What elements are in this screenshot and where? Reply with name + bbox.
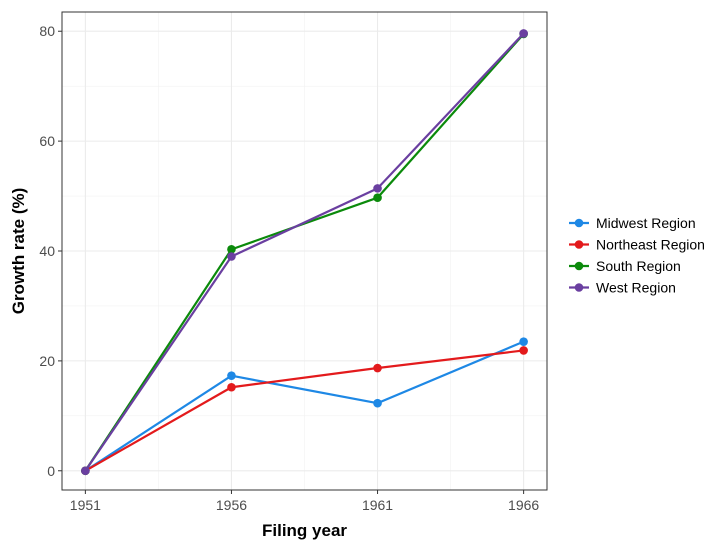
series-line-west-region bbox=[84, 32, 525, 472]
axes: 0 20 40 60 80 1951 1956 1961 1966 bbox=[39, 23, 539, 513]
data-point bbox=[519, 337, 528, 346]
legend-item-south-region: South Region bbox=[569, 258, 681, 274]
data-point bbox=[373, 193, 382, 203]
grid bbox=[62, 12, 547, 490]
y-tick-label: 60 bbox=[39, 133, 55, 149]
data-point bbox=[519, 29, 528, 38]
series-midwest-region bbox=[81, 337, 528, 476]
data-point bbox=[81, 466, 90, 476]
series-line-northeast-region bbox=[84, 349, 524, 472]
legend-label: West Region bbox=[596, 280, 676, 296]
x-tick-label: 1956 bbox=[216, 497, 247, 513]
data-point bbox=[227, 371, 236, 381]
data-point bbox=[227, 382, 236, 392]
y-tick-label: 0 bbox=[47, 463, 55, 479]
legend-label: South Region bbox=[596, 258, 681, 274]
data-point bbox=[227, 245, 236, 254]
x-tick-label: 1951 bbox=[70, 497, 101, 513]
data-point bbox=[373, 398, 382, 408]
legend-key-point bbox=[574, 240, 584, 249]
series-west-region bbox=[81, 29, 528, 476]
y-tick-label: 80 bbox=[39, 23, 55, 39]
data-point bbox=[227, 252, 236, 261]
legend-item-midwest-region: Midwest Region bbox=[569, 215, 696, 231]
data-point bbox=[519, 346, 528, 355]
y-tick-label: 40 bbox=[39, 243, 55, 259]
x-tick-label: 1966 bbox=[508, 497, 539, 513]
legend-key-point bbox=[574, 283, 584, 292]
legend-key-point bbox=[574, 218, 584, 228]
data-point bbox=[373, 363, 382, 373]
series-line-midwest-region bbox=[84, 340, 525, 472]
y-tick-label: 20 bbox=[39, 353, 55, 369]
x-tick-label: 1961 bbox=[362, 497, 393, 513]
legend-label: Midwest Region bbox=[596, 215, 696, 231]
legend-item-northeast-region: Northeast Region bbox=[569, 237, 705, 253]
legend: Midwest Region Northeast Region South Regi… bbox=[569, 215, 705, 296]
legend-key-point bbox=[574, 261, 584, 271]
x-axis-title: Filing year bbox=[262, 521, 347, 540]
series-group bbox=[81, 29, 528, 476]
data-point bbox=[373, 184, 382, 193]
legend-item-west-region: West Region bbox=[569, 280, 676, 296]
y-axis-title: Growth rate (%) bbox=[9, 188, 28, 315]
legend-label: Northeast Region bbox=[596, 237, 705, 253]
